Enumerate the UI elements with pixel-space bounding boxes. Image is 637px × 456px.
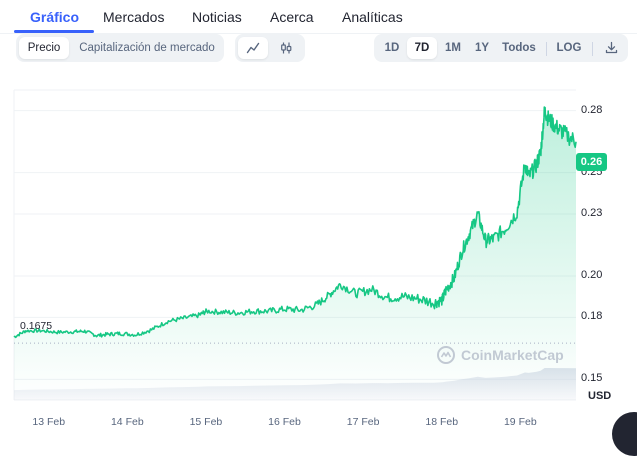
chart-tabs: Gráfico Mercados Noticias Acerca Analíti…: [0, 0, 637, 34]
range-1m-button[interactable]: 1M: [445, 42, 461, 54]
current-price-tag: 0.26: [576, 153, 607, 171]
toolbar-divider: [546, 42, 547, 56]
tab-analiticas[interactable]: Analíticas: [342, 9, 403, 25]
coinmarketcap-logo-icon: [437, 346, 455, 364]
tab-grafico[interactable]: Gráfico: [30, 9, 80, 25]
tab-noticias[interactable]: Noticias: [192, 9, 242, 25]
tab-mercados[interactable]: Mercados: [103, 9, 165, 25]
start-price-label: 0.1675: [20, 320, 53, 332]
candlestick-chart-button[interactable]: [271, 37, 301, 59]
y-tick-label: 0.28: [581, 103, 603, 116]
price-area-fill: [14, 107, 576, 400]
active-tab-indicator: [14, 30, 94, 33]
x-tick-label: 19 Feb: [503, 416, 537, 428]
coinmarketcap-watermark: CoinMarketCap: [436, 345, 564, 365]
x-tick-label: 16 Feb: [268, 416, 301, 428]
y-tick-label: 0.23: [581, 207, 603, 219]
currency-label: USD: [588, 390, 612, 402]
line-chart-icon: [246, 42, 260, 54]
y-tick-label: 0.15: [581, 372, 603, 385]
price-mode-button[interactable]: Precio: [19, 37, 69, 59]
log-scale-button[interactable]: LOG: [556, 42, 582, 54]
watermark-text: CoinMarketCap: [461, 347, 564, 363]
price-line: [13, 106, 577, 339]
range-1d-button[interactable]: 1D: [384, 42, 400, 54]
price-chart[interactable]: 0.28 0.25 0.23 0.20 0.18 0.15 0.26 0.1675 Coi…: [0, 80, 637, 440]
x-tick-label: 13 Feb: [32, 416, 66, 428]
range-all-button[interactable]: Todos: [502, 42, 536, 54]
candlestick-icon: [281, 42, 292, 54]
chart-mode-toggle: Precio Capitalización de mercado: [16, 34, 224, 62]
tab-acerca[interactable]: Acerca: [270, 9, 314, 25]
x-tick-label: 18 Feb: [425, 416, 459, 428]
x-tick-label: 17 Feb: [346, 416, 380, 428]
y-tick-label: 0.18: [581, 310, 603, 323]
x-tick-label: 14 Feb: [110, 416, 144, 428]
download-button[interactable]: [598, 37, 624, 59]
range-7d-button[interactable]: 7D: [407, 37, 437, 59]
y-tick-label: 0.20: [581, 269, 603, 281]
range-1y-button[interactable]: 1Y: [474, 42, 490, 54]
download-icon: [605, 41, 617, 54]
market-cap-mode-button[interactable]: Capitalización de mercado: [79, 42, 215, 54]
price-chart-svg: [13, 89, 577, 401]
chart-type-toggle: [235, 34, 305, 62]
time-range-toolbar: 1D 7D 1M 1Y Todos LOG: [374, 34, 628, 62]
line-chart-button[interactable]: [238, 37, 268, 59]
x-tick-label: 15 Feb: [189, 416, 223, 428]
toolbar-divider: [592, 42, 593, 56]
